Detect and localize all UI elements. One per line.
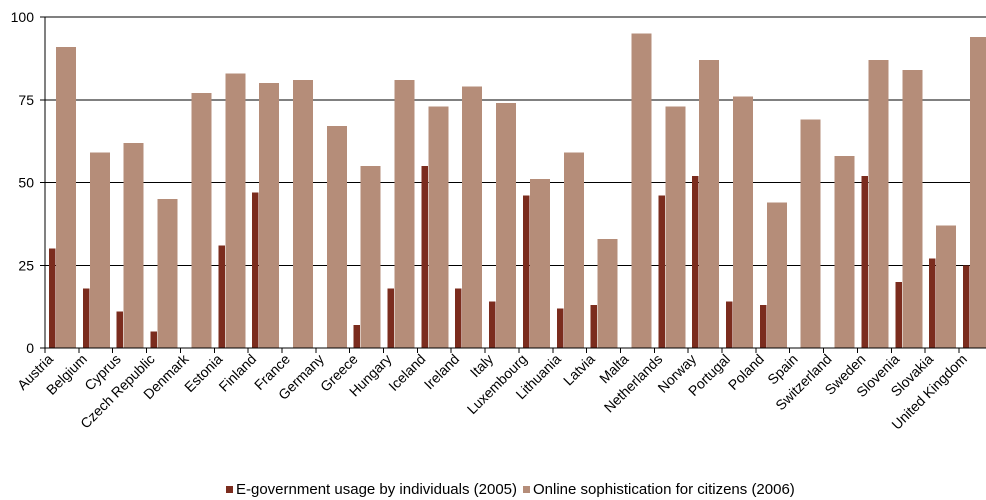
bar-egov-usage-italy <box>489 301 496 348</box>
bar-egov-usage-slovenia <box>895 281 902 348</box>
bar-egov-usage-ireland <box>455 288 462 348</box>
y-tick-label: 75 <box>18 92 34 108</box>
y-tick-label: 25 <box>18 257 34 273</box>
y-tick-label: 0 <box>26 340 34 356</box>
bar-egov-usage-lithuania <box>556 308 564 348</box>
bar-online-sophistication-poland <box>766 202 787 348</box>
bar-egov-usage-portugal <box>726 301 733 348</box>
y-tick-label: 100 <box>11 9 35 25</box>
bar-online-sophistication-norway <box>699 60 720 348</box>
bar-online-sophistication-luxembourg <box>529 179 550 348</box>
bar-online-sophistication-austria <box>56 46 76 348</box>
bar-online-sophistication-netherlands <box>665 106 686 349</box>
bar-online-sophistication-finland <box>259 83 280 348</box>
x-tick-label-latvia: Latvia <box>560 351 598 389</box>
legend-label-egov-usage: E-government usage by individuals (2005) <box>236 481 517 498</box>
legend-label-online-sophistication: Online sophistication for citizens (2006… <box>533 481 795 498</box>
x-tick-label-ireland: Ireland <box>421 351 463 393</box>
bar-online-sophistication-lithuania <box>563 152 584 348</box>
bar-online-sophistication-sweden <box>868 60 889 348</box>
bar-online-sophistication-latvia <box>597 238 618 348</box>
bar-online-sophistication-italy <box>496 103 517 348</box>
bar-egov-usage-greece <box>353 324 361 348</box>
bar-online-sophistication-czech-republic <box>157 199 178 348</box>
bar-egov-usage-estonia <box>218 245 225 348</box>
x-tick-label-iceland: Iceland <box>385 351 428 394</box>
bar-egov-usage-austria <box>49 248 56 348</box>
bar-egov-usage-cyprus <box>116 311 124 348</box>
bar-online-sophistication-spain <box>800 119 821 348</box>
bar-online-sophistication-france <box>292 79 313 348</box>
bar-online-sophistication-united-kingdom <box>969 36 986 349</box>
bar-egov-usage-norway <box>692 175 699 348</box>
y-tick-label: 50 <box>18 175 34 191</box>
legend-swatch-online-sophistication <box>523 486 530 493</box>
bar-egov-usage-united-kingdom <box>962 265 970 348</box>
bar-online-sophistication-ireland <box>462 86 483 348</box>
bar-egov-usage-czech-republic <box>150 331 158 348</box>
bars <box>49 33 986 349</box>
bar-egov-usage-netherlands <box>658 195 665 348</box>
legend-item-online-sophistication: Online sophistication for citizens (2006… <box>523 481 795 498</box>
bar-online-sophistication-portugal <box>733 96 753 348</box>
legend-swatch-egov-usage <box>226 486 233 493</box>
bar-online-sophistication-switzerland <box>834 156 855 348</box>
bar-egov-usage-slovakia <box>929 258 936 348</box>
bar-egov-usage-finland <box>252 192 259 348</box>
bar-online-sophistication-denmark <box>191 93 212 348</box>
legend-item-egov-usage: E-government usage by individuals (2005) <box>226 481 517 498</box>
bar-egov-usage-poland <box>759 304 767 348</box>
legend: E-government usage by individuals (2005)… <box>226 481 801 498</box>
x-axis <box>44 347 986 353</box>
bar-online-sophistication-iceland <box>428 106 449 349</box>
y-axis: 0 25 50 75 100 <box>11 9 46 356</box>
bar-egov-usage-iceland <box>421 165 428 348</box>
bar-egov-usage-belgium <box>82 288 90 348</box>
bar-online-sophistication-belgium <box>89 152 110 348</box>
bar-egov-usage-hungary <box>387 288 394 348</box>
bar-online-sophistication-greece <box>360 165 381 348</box>
bar-online-sophistication-malta <box>631 33 652 349</box>
bar-online-sophistication-germany <box>326 126 347 348</box>
bar-egov-usage-luxembourg <box>522 195 530 348</box>
bar-online-sophistication-hungary <box>394 79 415 348</box>
bar-online-sophistication-cyprus <box>123 142 144 348</box>
x-tick-label-finland: Finland <box>215 351 259 395</box>
bar-egov-usage-sweden <box>861 175 868 348</box>
bar-egov-usage-latvia <box>590 304 598 348</box>
bar-online-sophistication-slovenia <box>902 69 923 349</box>
bar-online-sophistication-slovakia <box>936 225 957 348</box>
x-tick-label-estonia: Estonia <box>181 351 225 395</box>
bar-online-sophistication-estonia <box>225 73 246 349</box>
x-tick-label-italy: Italy <box>467 351 496 380</box>
x-tick-label-poland: Poland <box>725 351 767 393</box>
